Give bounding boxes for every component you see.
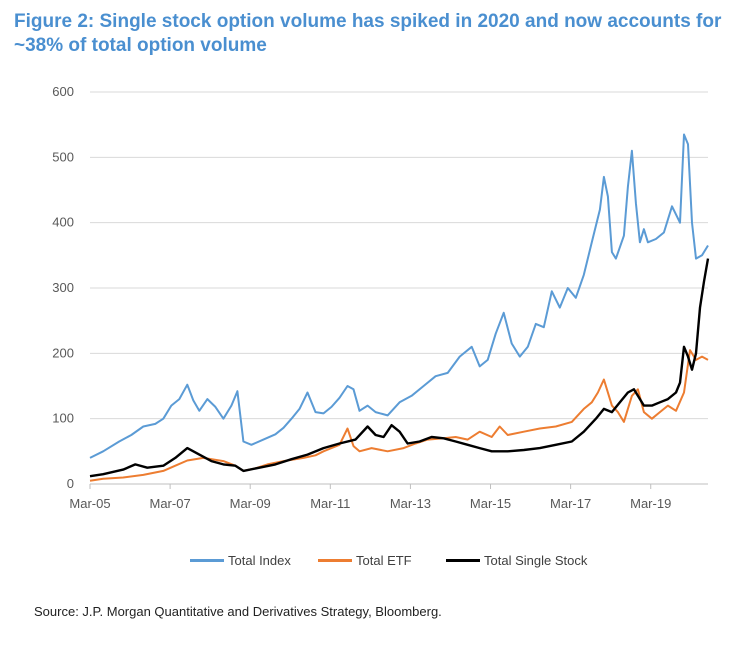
y-tick-label: 300 xyxy=(52,280,74,295)
series-line-total-index xyxy=(89,133,709,459)
series-lines xyxy=(89,133,710,482)
legend-item: Total Index xyxy=(190,548,291,572)
legend-label: Total Index xyxy=(228,552,291,568)
y-tick-label: 600 xyxy=(52,84,74,99)
y-tick-label: 100 xyxy=(52,411,74,426)
legend-swatch xyxy=(318,558,352,562)
x-tick-label: Mar-05 xyxy=(69,496,110,511)
x-tick-label: Mar-13 xyxy=(390,496,431,511)
gridlines xyxy=(90,91,708,485)
x-tick-label: Mar-11 xyxy=(310,496,350,511)
x-axis: Mar-05 Mar-07 Mar-09 Mar-11 Mar-13 Mar-15 Mar-… xyxy=(69,484,671,511)
y-tick-label: 500 xyxy=(52,149,74,164)
legend-item: Total ETF xyxy=(318,548,412,572)
legend-swatch xyxy=(190,558,224,562)
y-tick-label: 400 xyxy=(52,215,74,230)
chart-title: Figure 2: Single stock option volume has… xyxy=(14,11,722,56)
y-tick-label: 0 xyxy=(67,476,74,491)
x-tick-label: Mar-09 xyxy=(230,496,271,511)
legend-item: Total Single Stock xyxy=(446,548,587,572)
series-line-total-single-stock xyxy=(89,258,710,478)
x-tick-label: Mar-07 xyxy=(150,496,191,511)
x-tick-label: Mar-15 xyxy=(470,496,511,511)
x-tick-label: Mar-17 xyxy=(550,496,591,511)
y-tick-label: 200 xyxy=(52,345,74,360)
legend-swatch xyxy=(446,558,480,562)
legend-label: Total ETF xyxy=(356,552,412,568)
y-axis: 0 100 200 300 400 500 600 xyxy=(52,84,74,491)
x-tick-label: Mar-19 xyxy=(630,496,671,511)
source-note: Source: J.P. Morgan Quantitative and Der… xyxy=(34,604,442,619)
legend: Total Index Total ETF Total Single Stock xyxy=(0,548,736,572)
legend-label: Total Single Stock xyxy=(484,552,588,568)
series-line-total-etf xyxy=(89,349,709,482)
